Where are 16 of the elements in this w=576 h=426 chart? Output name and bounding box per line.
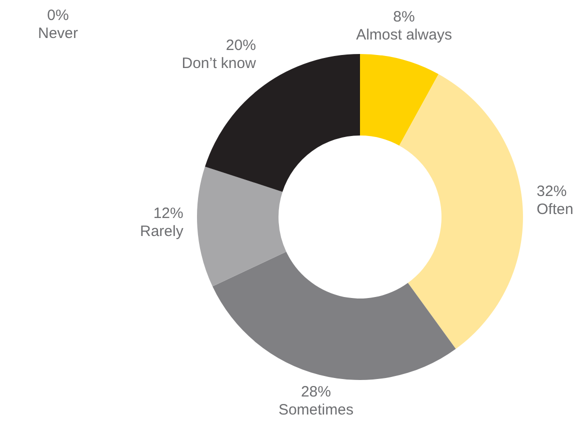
donut-slice (197, 166, 286, 286)
data-label: 28% (300, 383, 331, 400)
data-label: 20% (226, 36, 256, 54)
data-label: 32% (536, 182, 567, 200)
category-label: Never (38, 25, 78, 42)
slice-label: Often (536, 200, 574, 218)
donut-slice (360, 54, 439, 146)
donut-slice (212, 252, 456, 380)
text: 0% (47, 7, 69, 24)
donut-slice (399, 74, 523, 349)
slice-label: Don’t know (182, 54, 256, 72)
data-label: 12% (153, 205, 184, 222)
slice-label: Sometimes (278, 401, 354, 418)
data-label: 8% (393, 8, 415, 26)
slice-label: Almost always (356, 26, 452, 44)
slice-label: Rarely (140, 223, 184, 240)
